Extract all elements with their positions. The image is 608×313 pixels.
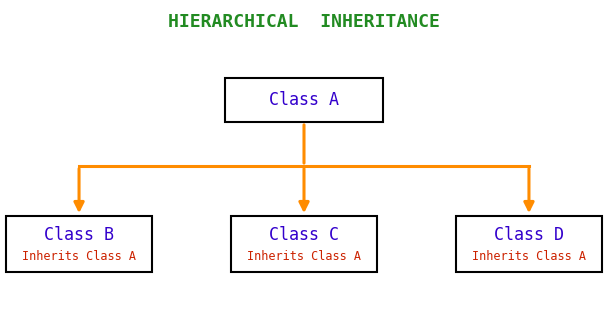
Bar xyxy=(231,216,377,272)
Text: Class B: Class B xyxy=(44,226,114,244)
Text: Class D: Class D xyxy=(494,226,564,244)
Bar xyxy=(6,216,152,272)
Text: Inherits Class A: Inherits Class A xyxy=(247,250,361,263)
Bar xyxy=(225,78,383,122)
Bar xyxy=(456,216,602,272)
Text: Inherits Class A: Inherits Class A xyxy=(22,250,136,263)
Text: HIERARCHICAL  INHERITANCE: HIERARCHICAL INHERITANCE xyxy=(168,13,440,31)
Text: Class C: Class C xyxy=(269,226,339,244)
Text: Class A: Class A xyxy=(269,91,339,109)
Text: Inherits Class A: Inherits Class A xyxy=(472,250,586,263)
